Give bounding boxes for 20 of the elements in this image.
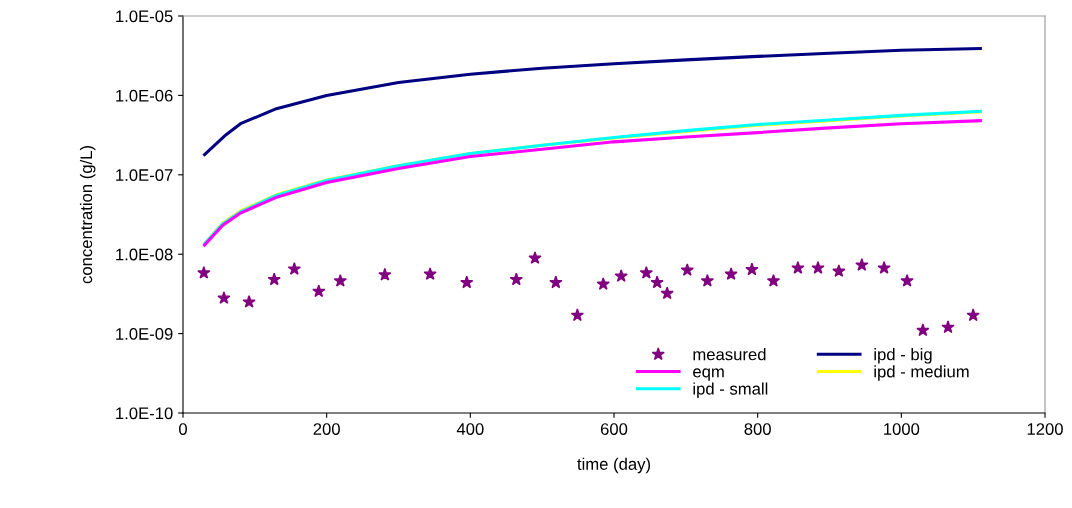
- y-tick-label: 1.0E-10: [116, 407, 173, 420]
- x-tick-label: 1000: [884, 423, 920, 435]
- x-tick-label: 0: [179, 423, 187, 435]
- y-tick-label: 1.0E-05: [116, 10, 173, 23]
- x-axis-title: time (day): [577, 457, 651, 474]
- y-axis-title: concentration (g/L): [79, 146, 96, 284]
- y-tick-label: 1.0E-08: [116, 248, 173, 261]
- legend-label: ipd - big: [874, 348, 932, 364]
- y-tick-label: 1.0E-06: [116, 89, 173, 102]
- legend-label: eqm: [693, 368, 724, 381]
- x-tick-label: 800: [744, 423, 771, 435]
- x-tick-label: 600: [600, 423, 628, 435]
- y-tick-label: 1.0E-09: [116, 328, 173, 340]
- legend-label: measured: [693, 348, 766, 361]
- legend-label: ipd - small: [693, 382, 768, 398]
- legend-label: ipd - medium: [874, 365, 969, 381]
- x-tick-label: 1200: [1027, 423, 1063, 435]
- y-tick-label: 1.0E-07: [116, 169, 173, 181]
- x-tick-label: 200: [313, 423, 340, 435]
- x-tick-label: 400: [456, 423, 484, 435]
